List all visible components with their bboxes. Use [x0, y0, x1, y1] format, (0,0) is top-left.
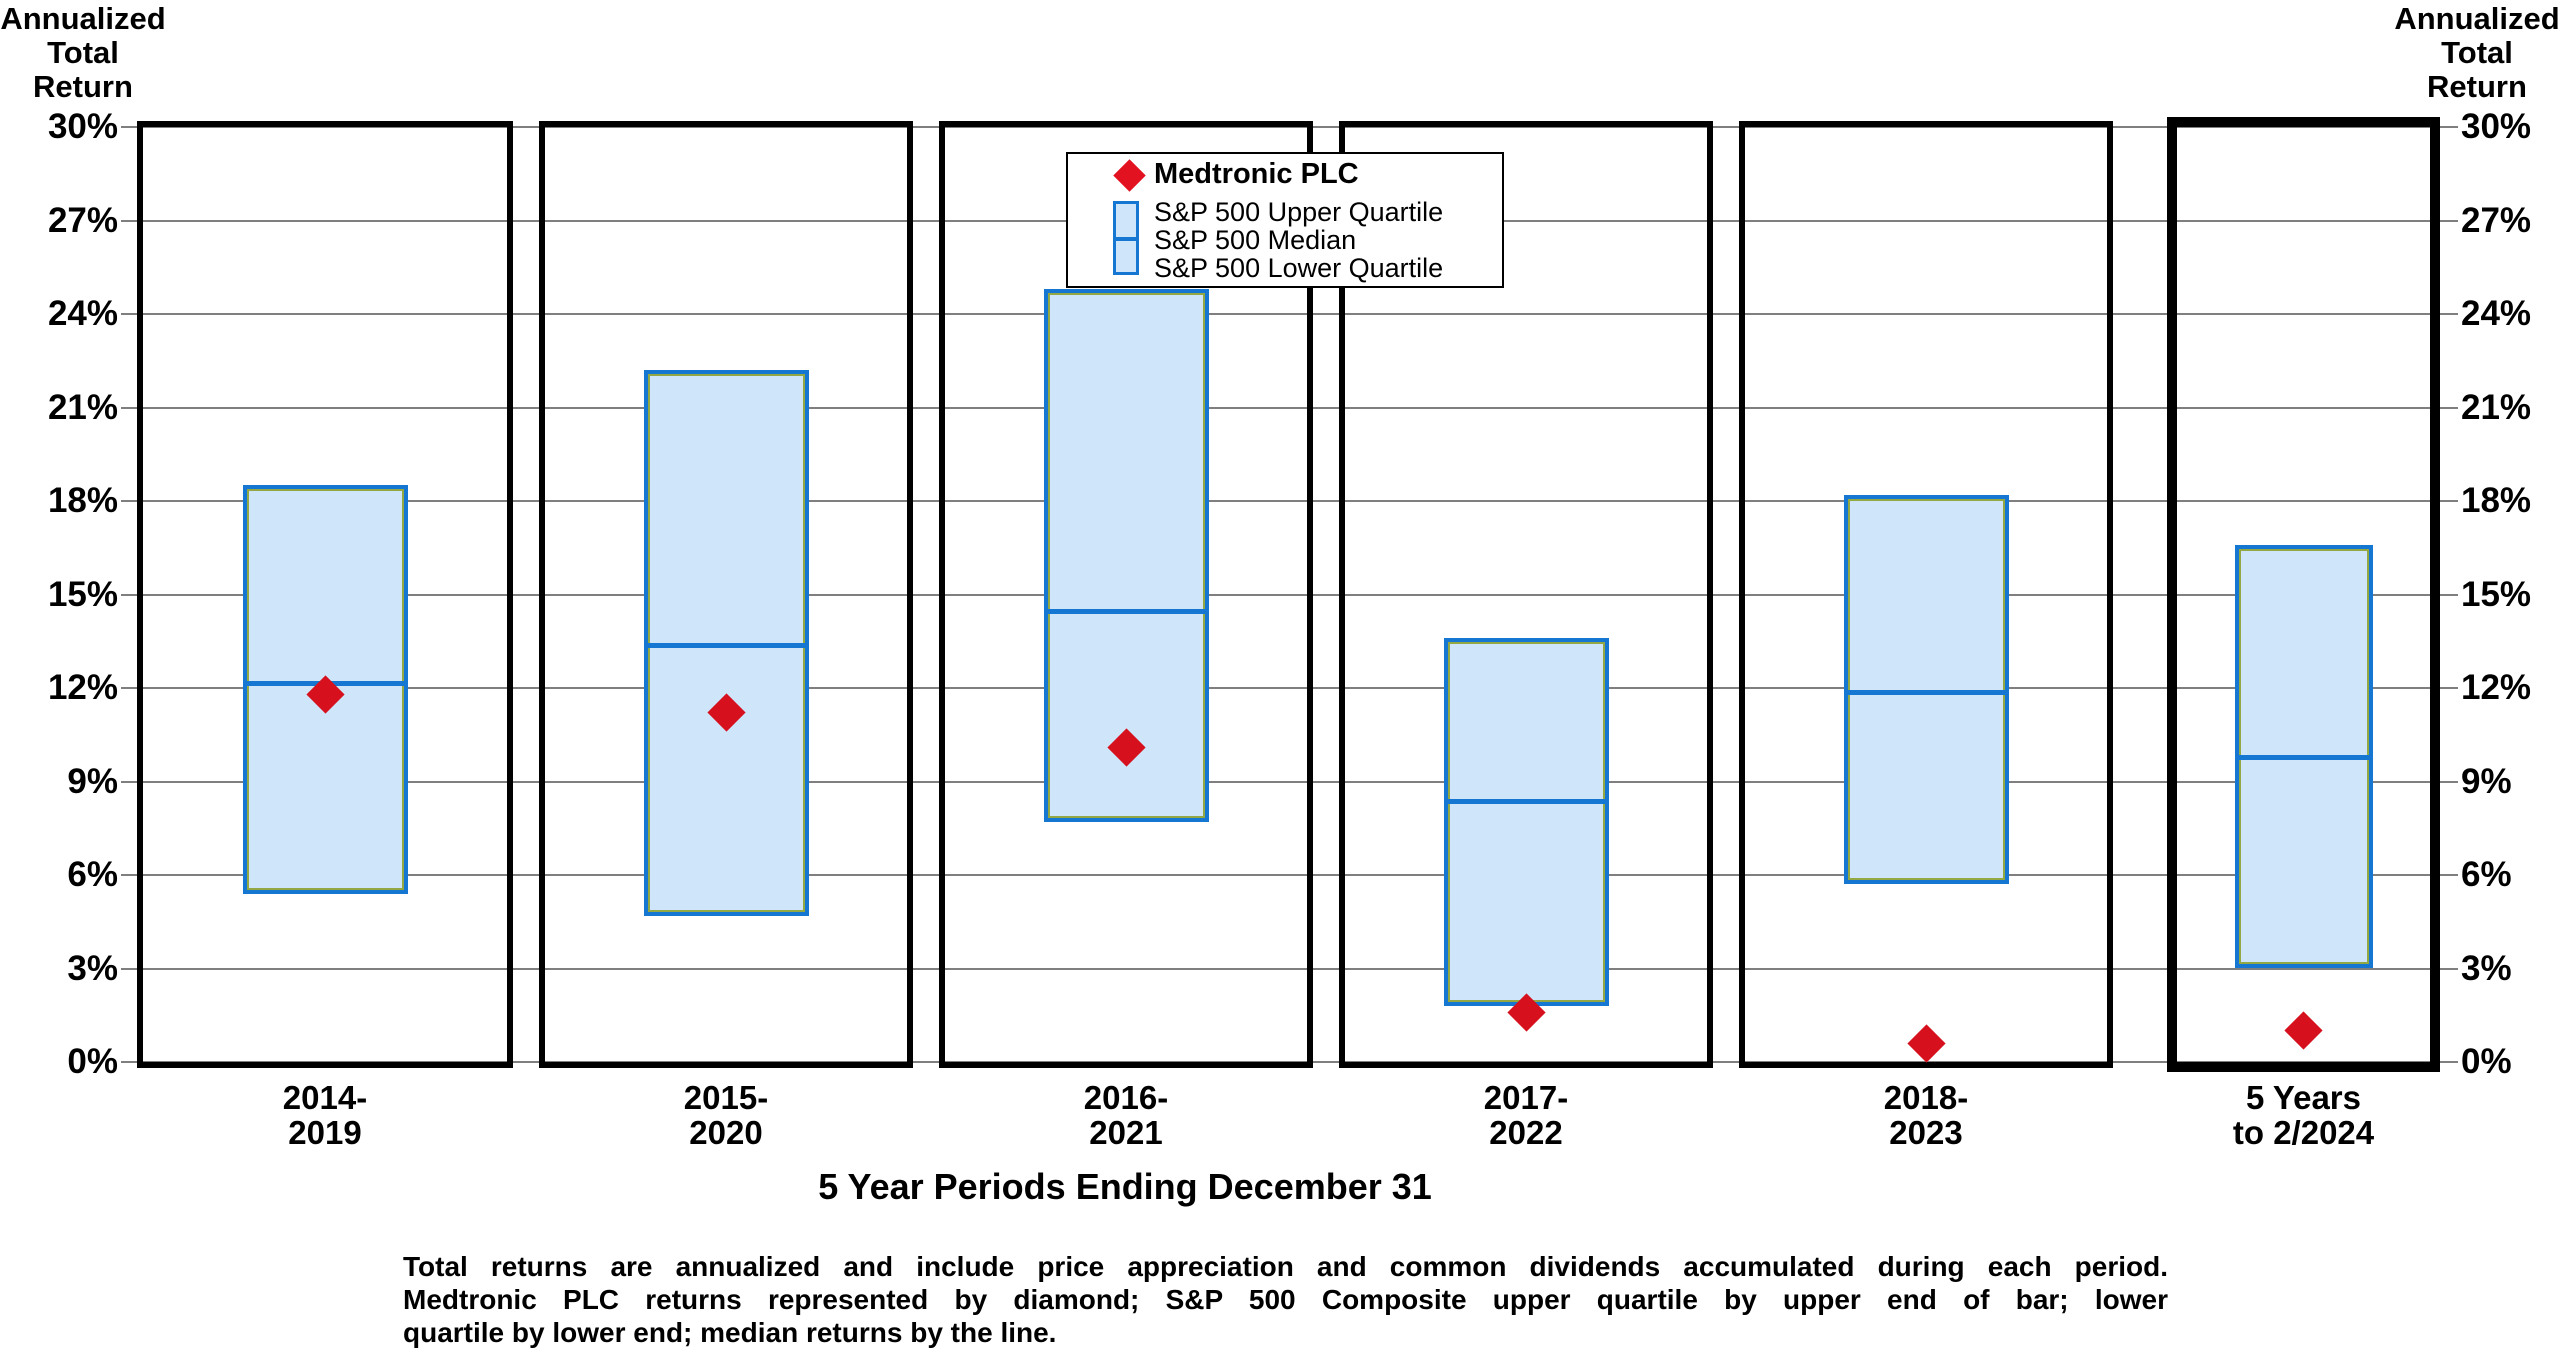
legend-medtronic-label: Medtronic PLC: [1154, 158, 1359, 190]
panel-2: [539, 121, 913, 1068]
ytick-left-12pct: 12%: [47, 668, 118, 707]
ytick-left-21pct: 21%: [47, 387, 118, 427]
medtronic-diamond-icon: [1113, 159, 1146, 192]
sp500-median-line-4: [1447, 799, 1605, 805]
sp500-quartile-bar-5: [1843, 494, 2009, 885]
ytick-right-18pct: 18%: [2461, 481, 2532, 520]
gridline-24pct: [121, 313, 2458, 315]
ytick-right-9pct: 9%: [2461, 761, 2512, 801]
gridline-3pct: [121, 967, 2458, 970]
xlabel-4: 2017- 2022: [1483, 1079, 1569, 1151]
footnote-line-1: Total returns are annualized and include…: [403, 1251, 2168, 1282]
left-axis-title: Annualized Total Return: [0, 1, 166, 104]
right-axis-title: Annualized Total Return: [2394, 1, 2560, 104]
legend: Medtronic PLC S&P 500 Upper Quartile S&P…: [1066, 152, 1504, 288]
sp500-quartile-bar-icon: [1113, 201, 1139, 275]
plot-area: [121, 117, 2458, 1072]
panel-5: [1739, 121, 2113, 1068]
sp500-quartile-bar-6: [2234, 544, 2373, 969]
footnote-line-2: Medtronic PLC returns represented by dia…: [403, 1284, 2168, 1315]
legend-lower-quartile-label: S&P 500 Lower Quartile: [1154, 253, 1444, 283]
xlabel-5: 2018- 2023: [1883, 1079, 1969, 1151]
ytick-left-30pct: 30%: [47, 107, 118, 146]
ytick-left-6pct: 6%: [67, 855, 118, 894]
ytick-right-3pct: 3%: [2461, 948, 2512, 988]
gridline-9pct: [121, 780, 2458, 783]
ytick-right-6pct: 6%: [2461, 855, 2512, 894]
sp500-median-line-3: [1047, 608, 1205, 614]
sp500-median-line-6: [2238, 755, 2369, 761]
gridline-6pct: [121, 874, 2458, 876]
legend-median-label: S&P 500 Median: [1154, 225, 1357, 255]
xlabel-3: 2016- 2021: [1083, 1079, 1169, 1151]
ytick-right-15pct: 15%: [2461, 574, 2532, 614]
x-axis-title: 5 Year Periods Ending December 31: [818, 1166, 1432, 1207]
ytick-right-24pct: 24%: [2461, 294, 2532, 333]
panel-3: [939, 121, 1313, 1068]
ytick-right-27pct: 27%: [2461, 200, 2532, 240]
ytick-left-27pct: 27%: [47, 200, 118, 240]
panel-6: [2167, 117, 2440, 1072]
gridline-21pct: [121, 406, 2458, 409]
sp500-median-line-2: [647, 643, 805, 649]
sp500-quartile-bar-2: [643, 370, 809, 916]
ytick-left-0pct: 0%: [67, 1042, 118, 1081]
panel-1: [137, 121, 513, 1068]
legend-upper-quartile-label: S&P 500 Upper Quartile: [1154, 197, 1444, 227]
ytick-left-9pct: 9%: [67, 761, 118, 801]
sp500-quartile-bar-4: [1443, 638, 1609, 1006]
sp500-median-line-5: [1847, 689, 2005, 695]
legend-sp-labels: S&P 500 Upper Quartile S&P 500 Median S&…: [1154, 198, 1443, 282]
ytick-right-30pct: 30%: [2461, 107, 2532, 146]
footnote-line-3: quartile by lower end; median returns by…: [403, 1317, 1057, 1348]
xlabel-6: 5 Years to 2/2024: [2232, 1079, 2375, 1151]
sp500-median-line-icon: [1116, 237, 1136, 241]
ytick-right-12pct: 12%: [2461, 668, 2532, 707]
ytick-left-3pct: 3%: [67, 948, 118, 988]
gridline-12pct: [121, 687, 2458, 689]
xlabel-2: 2015- 2020: [683, 1079, 769, 1151]
panel-4: [1339, 121, 1713, 1068]
ytick-right-21pct: 21%: [2461, 387, 2532, 427]
footnote: Total returns are annualized and include…: [403, 1250, 2168, 1349]
xlabel-1: 2014- 2019: [282, 1079, 368, 1151]
gridline-18pct: [121, 500, 2458, 502]
gridline-15pct: [121, 593, 2458, 596]
gridline-30pct: [121, 126, 2458, 128]
ytick-left-18pct: 18%: [47, 481, 118, 520]
ytick-left-15pct: 15%: [47, 574, 118, 614]
ytick-right-0pct: 0%: [2461, 1042, 2512, 1081]
ytick-left-24pct: 24%: [47, 294, 118, 333]
